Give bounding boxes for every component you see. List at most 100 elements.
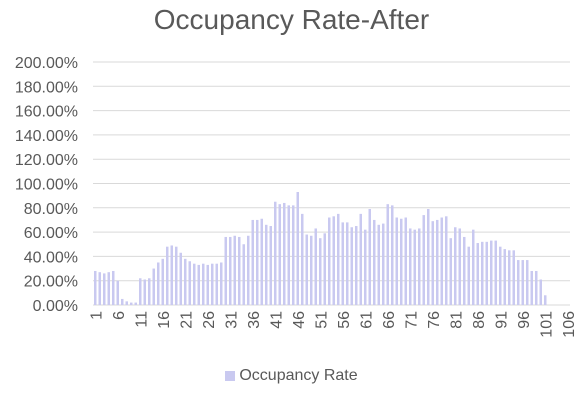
bar [287, 205, 290, 305]
bar [193, 263, 196, 305]
bar [395, 217, 398, 305]
bar [449, 238, 452, 305]
bar [220, 262, 223, 305]
bar [377, 224, 380, 305]
bar [341, 222, 344, 305]
x-tick-label: 46 [291, 311, 308, 329]
bar [305, 234, 308, 305]
bar [382, 223, 385, 305]
bar [310, 235, 313, 305]
bar [494, 240, 497, 305]
x-tick-label: 66 [381, 311, 398, 329]
x-tick-label: 81 [448, 311, 465, 329]
bar [278, 204, 281, 305]
y-tick-label: 180.00% [15, 79, 78, 96]
bar [184, 258, 187, 305]
bar [490, 240, 493, 305]
x-tick-label: 26 [201, 311, 218, 329]
bar [440, 217, 443, 305]
bar [292, 205, 295, 305]
bar [265, 224, 268, 305]
chart-title: Occupancy Rate-After [153, 4, 430, 35]
x-tick-label: 31 [223, 311, 240, 329]
legend-swatch [225, 371, 236, 381]
bar [535, 270, 538, 305]
bar [296, 192, 299, 305]
bar [404, 217, 407, 305]
bar [161, 258, 164, 305]
y-tick-label: 80.00% [24, 201, 78, 218]
bar [125, 301, 128, 305]
bar [476, 243, 479, 305]
x-tick-label: 101 [538, 311, 555, 338]
bar [314, 228, 317, 305]
bar [197, 264, 200, 305]
x-tick-label: 11 [133, 311, 150, 328]
bar [431, 221, 434, 305]
bar [224, 236, 227, 305]
bar [152, 268, 155, 305]
bar [530, 270, 533, 305]
bar [148, 278, 151, 305]
x-axis-tick-labels: 1 6 11 16 21 26 31 36 41 46 51 56 61 66 71 76 81 86 91 96 10… [88, 311, 578, 338]
bar [143, 279, 146, 305]
bar [130, 302, 133, 305]
bar [337, 213, 340, 306]
y-tick-label: 0.00% [33, 298, 78, 315]
bar [386, 204, 389, 305]
bar [274, 201, 277, 305]
chart-legend: Occupancy Rate [0, 367, 583, 385]
bar [170, 245, 173, 305]
y-tick-label: 20.00% [24, 274, 78, 291]
bar [526, 260, 529, 305]
bar [116, 280, 119, 305]
x-tick-label: 36 [246, 311, 263, 329]
bar [512, 250, 515, 305]
bar [400, 218, 403, 305]
bar [157, 262, 160, 305]
bar [251, 219, 254, 305]
bar [332, 216, 335, 305]
bar [202, 263, 205, 305]
bar [467, 246, 470, 305]
bar [472, 229, 475, 305]
bar [391, 205, 394, 305]
y-tick-label: 120.00% [15, 152, 78, 169]
bar [98, 272, 101, 305]
bar [188, 261, 191, 305]
bar [517, 260, 520, 305]
bar [206, 264, 209, 305]
bar [481, 241, 484, 305]
x-tick-label: 106 [561, 311, 578, 338]
bar [260, 218, 263, 305]
bar [238, 236, 241, 305]
bar [409, 228, 412, 305]
bar [112, 270, 115, 305]
bar-series-occupancy-rate [94, 192, 547, 306]
bar [301, 213, 304, 306]
bar [539, 279, 542, 305]
bar [422, 215, 425, 305]
bar [508, 250, 511, 305]
bar [346, 222, 349, 305]
x-tick-label: 96 [516, 311, 533, 329]
y-tick-label: 40.00% [24, 249, 78, 266]
bar [323, 233, 326, 305]
bar [485, 241, 488, 305]
bar [139, 278, 142, 305]
bar [463, 236, 466, 305]
x-tick-label: 21 [178, 311, 195, 329]
x-tick-label: 91 [493, 311, 510, 329]
x-tick-label: 76 [426, 311, 443, 329]
bar [364, 229, 367, 305]
y-tick-label: 200.00% [15, 55, 78, 72]
bar [368, 209, 371, 305]
bar [179, 252, 182, 305]
bar [211, 263, 214, 305]
x-tick-label: 61 [358, 311, 375, 329]
bar [503, 249, 506, 305]
bar [436, 219, 439, 305]
x-tick-label: 71 [403, 311, 420, 329]
bar [242, 244, 245, 305]
bar [134, 302, 137, 305]
